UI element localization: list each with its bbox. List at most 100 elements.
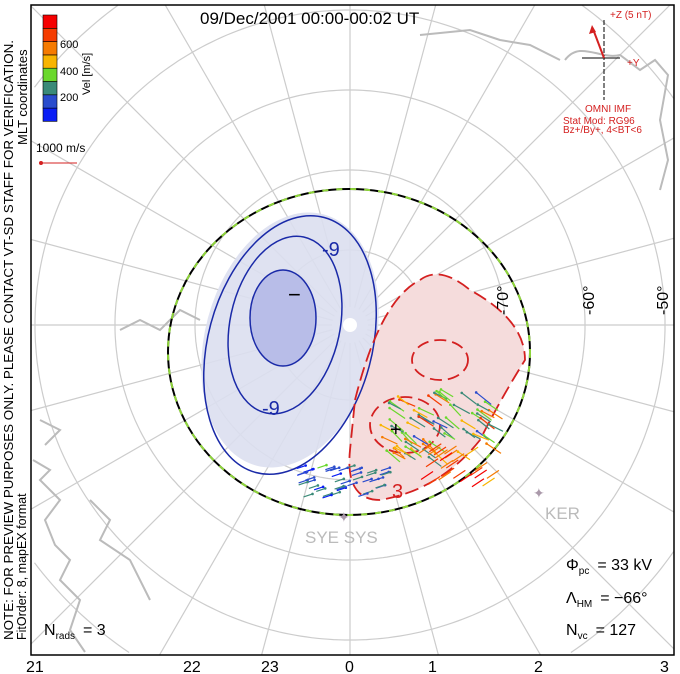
velocity-vector-origin (366, 492, 369, 495)
velocity-vector (393, 452, 406, 460)
velocity-vector (435, 449, 448, 459)
mlt-label-2: 2 (534, 659, 543, 674)
velocity-vector (334, 478, 345, 483)
hm-boundary-dashes (167, 188, 531, 516)
stat-phi-pc: Φpc = 33 kV (566, 557, 652, 577)
velocity-vector-origin (370, 489, 374, 493)
velocity-vector (334, 485, 344, 490)
velocity-vector (433, 427, 446, 438)
velocity-vector (389, 400, 405, 412)
velocity-vector (313, 486, 324, 491)
velocity-vector-origin (313, 478, 316, 482)
velocity-vector-origin (325, 463, 328, 467)
velocity-vector (445, 417, 460, 430)
velocity-vector (366, 469, 377, 474)
velocity-vector-origin (476, 403, 480, 406)
colorbar-segment (42, 14, 58, 29)
velocity-vector-origin (323, 487, 327, 490)
velocity-vector-origin (449, 403, 452, 406)
velocity-vector (461, 420, 476, 430)
velocity-vector-origin (435, 389, 438, 393)
velocity-vector-origin (487, 423, 491, 426)
velocity-vector (317, 464, 327, 469)
velocity-vector (451, 453, 465, 463)
velocity-vector-origin (421, 442, 425, 446)
velocity-vector-origin (342, 477, 346, 481)
velocity-vector (465, 446, 479, 456)
imf-z-label: +Z (5 nT) (610, 10, 651, 21)
velocity-vector-origin (406, 421, 409, 424)
velocity-vector (330, 467, 340, 472)
velocity-vector (405, 438, 422, 448)
velocity-vector-origin (479, 416, 482, 420)
velocity-vector (401, 432, 413, 445)
velocity-vector-origin (388, 406, 391, 410)
velocity-vector (476, 412, 492, 423)
velocity-vector-origin (412, 408, 416, 412)
velocity-vector-origin (381, 435, 384, 439)
velocity-vector (427, 475, 441, 485)
reference-vector-label: 1000 m/s (36, 141, 85, 155)
velocity-vector (388, 402, 402, 410)
velocity-vector (435, 393, 450, 404)
velocity-vector-origin (456, 450, 460, 454)
plot-title: 09/Dec/2001 00:00-00:02 UT (200, 9, 419, 28)
velocity-vector-origin (360, 475, 364, 479)
velocity-vector (381, 471, 391, 476)
stat-lambda-hm: ΛHM = −66° (566, 590, 648, 610)
imf-vector (592, 28, 605, 59)
stat-n-rads: Nrads = 3 (44, 622, 106, 642)
velocity-vector-origin (432, 420, 435, 423)
velocity-vector-origin (404, 431, 407, 435)
velocity-vector (459, 473, 473, 483)
velocity-vector (340, 480, 350, 485)
coastline (32, 28, 670, 653)
velocity-vector (471, 478, 485, 488)
velocity-vector (486, 443, 502, 454)
mlt-label-3: 3 (660, 659, 669, 674)
velocity-vector (437, 417, 454, 429)
station-marker-ker: ✦ (533, 485, 545, 501)
velocity-vector (407, 422, 420, 430)
velocity-vector-origin (390, 429, 394, 433)
colorbar-segment (42, 67, 58, 82)
velocity-vector (366, 472, 376, 477)
velocity-vector (439, 391, 451, 402)
velocity-vector-origin (359, 471, 363, 474)
velocity-vector (473, 433, 490, 441)
velocity-vector-origin (346, 466, 349, 470)
velocity-vector-origin (477, 418, 480, 422)
velocity-vector (336, 487, 347, 492)
velocity-vector-origin (355, 481, 358, 485)
velocity-vector (418, 416, 434, 427)
velocity-vector-origin (305, 470, 309, 474)
latitude-label-50: -50° (655, 285, 672, 315)
velocity-vector-origin (338, 490, 342, 494)
svg-text:ΛHM= −66°: ΛHM = −66° (566, 590, 648, 610)
velocity-vector (444, 432, 456, 440)
velocity-vector-origin (427, 455, 431, 459)
velocity-vector (389, 418, 405, 432)
velocity-vector-origin (311, 492, 314, 496)
latitude-circle (581, 5, 674, 99)
velocity-vector (477, 419, 490, 430)
velocity-vector-origin (390, 424, 393, 428)
velocity-vector (488, 409, 503, 420)
velocity-vector (386, 450, 401, 463)
velocity-vector (405, 432, 417, 445)
velocity-vector (436, 390, 449, 402)
pos-contour-inner-1 (411, 339, 469, 381)
colorbar-segment (42, 27, 58, 42)
coordinates-label: MLT coordinates (15, 49, 30, 145)
mlt-label-22: 22 (183, 659, 201, 674)
imf-arrowhead (589, 25, 596, 34)
velocity-vector-origin (480, 409, 484, 413)
velocity-vector (325, 466, 335, 471)
velocity-vector-origin (392, 451, 396, 455)
velocity-vector-origin (374, 468, 378, 472)
station-label-ker: KER (545, 504, 580, 523)
neg-contour-outer (202, 214, 378, 476)
neg-contour-label: -9 (322, 239, 340, 261)
svg-text:Nrads= 3: Nrads = 3 (44, 622, 106, 642)
velocity-vector (393, 447, 405, 458)
